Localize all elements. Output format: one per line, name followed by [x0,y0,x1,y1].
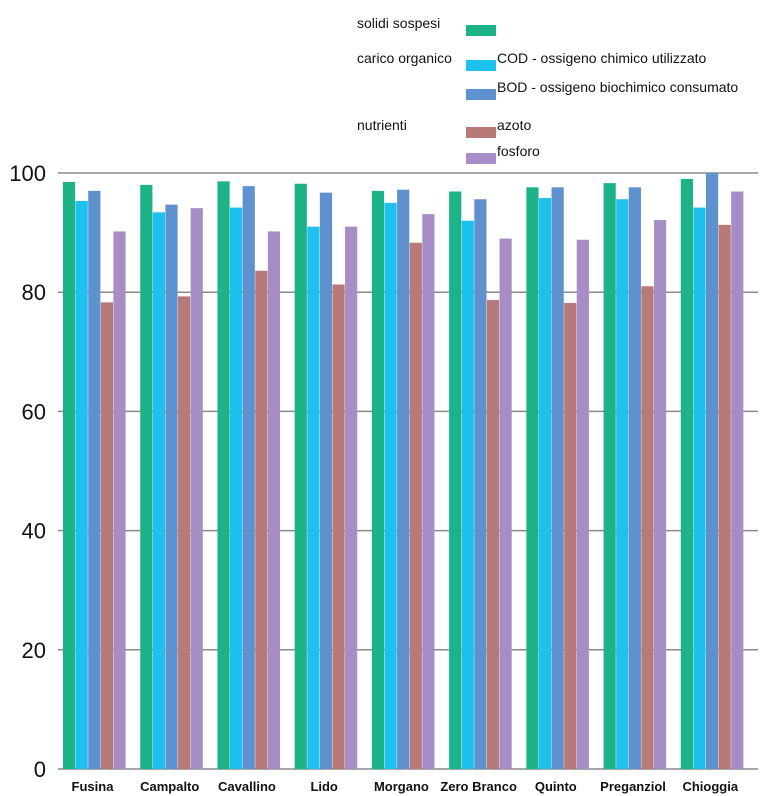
y-tick-label: 100 [9,161,46,186]
bar [731,191,744,769]
bar [332,284,345,769]
bar [88,190,101,769]
legend-group-label: solidi sospesi [357,15,440,31]
bar [422,214,435,769]
bar [217,181,230,769]
legend-group-label: nutrienti [357,117,407,133]
axis-layer: 0 20 40 60 80 100 Fusina Campalto Cavallino Lido M… [9,161,739,794]
bar [616,199,629,769]
bar [538,198,552,770]
x-tick-label: Lido [310,779,337,794]
legend-label: fosforo [497,143,540,159]
legend-label: azoto [497,117,531,133]
x-tick-label: Campalto [140,779,199,794]
bar [628,187,641,769]
legend-group-label: carico organico [357,50,452,66]
x-tick-label: Quinto [535,779,577,794]
legend-swatch [466,25,496,36]
y-tick-label: 80 [22,280,46,305]
bar [486,299,500,769]
bars-layer [63,173,744,770]
bar [693,207,706,769]
bar [345,226,358,769]
bar [526,187,539,769]
bar [384,202,397,770]
bar [165,204,178,769]
bar [499,238,512,769]
bar [267,231,281,769]
bar [474,199,487,769]
x-tick-label: Fusina [72,779,115,794]
bar [603,183,616,769]
x-tick-label: Morgano [374,779,429,794]
bar [461,220,474,769]
bar [705,173,719,769]
y-tick-label: 0 [34,757,46,782]
bar [680,178,693,769]
bar [576,239,589,769]
bar [564,302,577,769]
y-tick-label: 40 [22,519,46,544]
bar [551,187,564,769]
legend-label: BOD - ossigeno biochimico consumato [497,79,738,95]
bar [397,189,410,770]
bar [140,184,153,770]
bar [242,186,255,769]
bar [190,208,203,769]
bar [100,302,113,769]
bar [319,192,333,770]
y-tick-label: 60 [22,399,46,424]
x-tick-label: Preganziol [600,779,666,794]
bar [653,220,667,770]
bar [307,226,320,769]
bar [113,231,126,769]
legend-label: COD - ossigeno chimico utilizzato [497,50,707,66]
bar [371,190,385,769]
x-tick-label: Cavallino [218,779,276,794]
legend-swatch [466,89,496,100]
legend-swatch [466,60,496,71]
x-tick-label: Chioggia [682,779,738,794]
bar [75,201,88,770]
x-tick-label: Zero Branco [440,779,517,794]
legend: solidi sospesi carico organico nutrienti CO… [357,15,738,164]
bar [294,183,307,769]
bar [63,181,76,769]
bar [255,270,268,769]
bar [449,191,462,769]
bar [178,296,191,769]
legend-swatch [466,127,496,138]
legend-swatch [466,153,496,164]
bar [230,207,243,769]
bar [409,242,422,769]
bar [718,224,731,770]
bar [641,286,654,769]
y-tick-label: 20 [22,638,46,663]
bar [152,212,166,769]
